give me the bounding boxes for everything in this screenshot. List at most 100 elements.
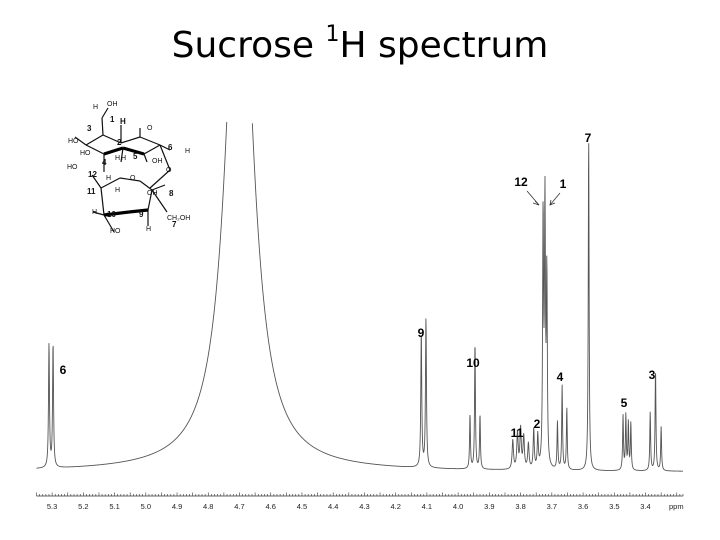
x-tick-label: 5.1 bbox=[109, 502, 119, 511]
bond-line bbox=[143, 153, 148, 163]
atom-number: 6 bbox=[168, 143, 173, 152]
atom-number: 7 bbox=[172, 220, 177, 229]
atom-label: HO bbox=[68, 138, 79, 145]
atom-label: H bbox=[115, 187, 120, 194]
bond-line bbox=[143, 144, 161, 155]
x-axis-label: ppm bbox=[669, 502, 684, 511]
atom-number: 4 bbox=[102, 158, 107, 167]
bond-line bbox=[147, 189, 153, 211]
atom-number: 8 bbox=[169, 189, 174, 198]
bold-bond bbox=[122, 146, 145, 156]
x-tick-label: 4.2 bbox=[390, 502, 400, 511]
x-tick-label: 3.9 bbox=[484, 502, 494, 511]
bond-line bbox=[139, 136, 161, 146]
bond-line bbox=[120, 147, 124, 163]
bond-line bbox=[74, 136, 87, 146]
peak-label-5: 5 bbox=[621, 396, 628, 410]
atom-label: HO bbox=[110, 228, 121, 235]
atom-number: 5 bbox=[133, 152, 138, 161]
atom-label: H bbox=[146, 226, 151, 233]
spectrum-plot-area: 5.3 5.2 5.1 5.0 4.9 4.8 4.7 4.6 4.5 4.4 4.3 4.2 4.1 4… bbox=[36, 121, 684, 511]
bond-line bbox=[85, 144, 105, 155]
peak-label-6: 6 bbox=[60, 363, 67, 377]
x-tick-label: 5.0 bbox=[141, 502, 151, 511]
atom-label: H bbox=[121, 155, 126, 162]
x-tick-label: 4.7 bbox=[234, 502, 244, 511]
atom-label: HO bbox=[80, 150, 91, 157]
x-tick-label: 4.4 bbox=[328, 502, 338, 511]
bond-line bbox=[85, 134, 104, 146]
bond-line bbox=[92, 211, 105, 216]
x-tick-label: 5.3 bbox=[47, 502, 57, 511]
atom-label: O bbox=[147, 125, 153, 132]
x-tick-label: 3.4 bbox=[640, 502, 650, 511]
title-suffix: H spectrum bbox=[339, 25, 549, 66]
x-tick-label: 4.6 bbox=[266, 502, 276, 511]
atom-label: H bbox=[93, 104, 98, 111]
atom-label: OH bbox=[147, 190, 158, 197]
atom-number: H bbox=[120, 117, 126, 126]
peak-label-1: 1 bbox=[560, 177, 567, 191]
atom-label: CH₂OH bbox=[167, 215, 190, 222]
bond-line bbox=[120, 136, 141, 144]
x-tick-label: 4.0 bbox=[453, 502, 463, 511]
x-tick-label: 4.3 bbox=[359, 502, 369, 511]
atom-number: 10 bbox=[107, 210, 116, 219]
peak-label-3: 3 bbox=[649, 368, 656, 382]
bond-line bbox=[91, 174, 102, 189]
atom-label: H bbox=[92, 209, 97, 216]
bond-line bbox=[151, 189, 168, 213]
bond-line bbox=[100, 187, 105, 216]
peak-label-9: 9 bbox=[418, 326, 425, 340]
atom-label: OH bbox=[152, 158, 163, 165]
bond-line bbox=[102, 134, 122, 144]
x-tick-label: 5.2 bbox=[78, 502, 88, 511]
x-tick-label: 4.8 bbox=[203, 502, 213, 511]
atom-label: O bbox=[166, 167, 172, 174]
slide-title: Sucrose 1H spectrum bbox=[0, 22, 720, 66]
bond-line bbox=[159, 144, 171, 151]
atom-label: H bbox=[106, 175, 111, 182]
bold-bond bbox=[103, 146, 124, 156]
bond-line bbox=[159, 144, 171, 171]
bond-line bbox=[139, 180, 153, 191]
peak-label-12: 12 bbox=[514, 175, 528, 189]
spectrum-trace bbox=[36, 121, 683, 472]
bond-line bbox=[151, 184, 166, 191]
atom-label: HO bbox=[67, 164, 78, 171]
bond-line bbox=[119, 177, 141, 182]
title-superscript: 1 bbox=[325, 22, 340, 47]
x-tick-label: 4.1 bbox=[422, 502, 432, 511]
bond-line bbox=[103, 214, 115, 233]
bond-line bbox=[149, 169, 171, 189]
bond-line bbox=[101, 117, 104, 136]
peak-label-10: 10 bbox=[466, 356, 480, 370]
atom-number: 12 bbox=[88, 170, 97, 179]
peak-label-4: 4 bbox=[557, 370, 564, 384]
x-tick-label: 3.7 bbox=[547, 502, 557, 511]
arrow-12-head bbox=[532, 200, 540, 206]
bold-bond bbox=[128, 208, 149, 214]
atom-number: 1 bbox=[110, 115, 115, 124]
peak-label-2: 2 bbox=[534, 417, 541, 431]
x-tick-label: 4.5 bbox=[297, 502, 307, 511]
atom-number: 2 bbox=[117, 138, 122, 147]
atom-label: OH bbox=[107, 101, 118, 108]
arrow-1-head bbox=[549, 199, 556, 206]
atom-number: 9 bbox=[139, 210, 144, 219]
peak-label-11: 11 bbox=[511, 426, 524, 440]
bold-bond bbox=[103, 210, 130, 217]
atom-label: H bbox=[115, 155, 120, 162]
title-prefix: Sucrose bbox=[171, 25, 326, 66]
atom-number: 11 bbox=[87, 187, 96, 196]
x-tick-label: 4.9 bbox=[172, 502, 182, 511]
x-tick-label: 3.8 bbox=[515, 502, 525, 511]
x-tick-label: 3.6 bbox=[578, 502, 588, 511]
bond-line bbox=[101, 107, 109, 119]
atom-number: 3 bbox=[87, 124, 92, 133]
atom-label: H bbox=[185, 148, 190, 155]
bond-line bbox=[100, 177, 121, 189]
atom-label: O bbox=[130, 175, 136, 182]
